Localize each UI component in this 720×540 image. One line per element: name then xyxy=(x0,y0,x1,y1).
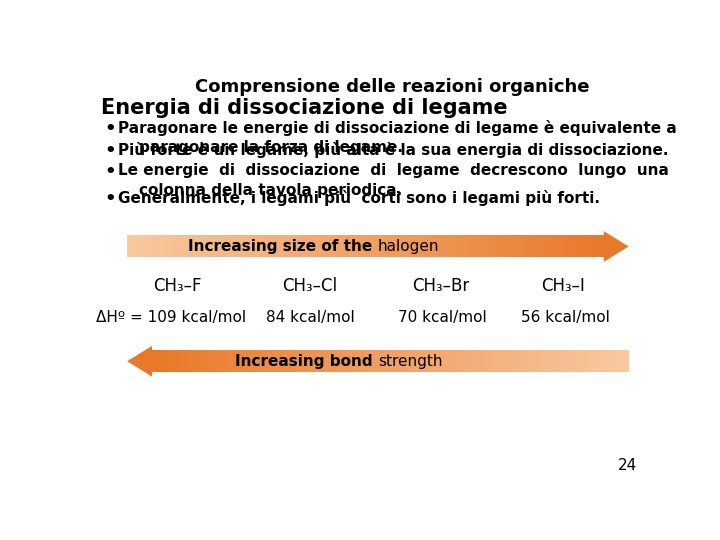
Text: CH₃–Br: CH₃–Br xyxy=(413,276,469,294)
Text: strength: strength xyxy=(378,354,442,369)
Text: •: • xyxy=(104,164,116,181)
Text: •: • xyxy=(104,142,116,160)
Text: CH₃–I: CH₃–I xyxy=(541,276,585,294)
Text: Increasing size of the: Increasing size of the xyxy=(189,239,378,254)
Text: CH₃–F: CH₃–F xyxy=(153,276,202,294)
Text: Paragonare le energie di dissociazione di legame è equivalente a
    paragonare : Paragonare le energie di dissociazione d… xyxy=(118,120,677,156)
Text: Energia di dissociazione di legame: Energia di dissociazione di legame xyxy=(101,98,508,118)
Text: halogen: halogen xyxy=(378,239,439,254)
Text: Comprensione delle reazioni organiche: Comprensione delle reazioni organiche xyxy=(195,78,590,96)
Text: 84 kcal/mol: 84 kcal/mol xyxy=(266,309,355,325)
Text: ΔHº = 109 kcal/mol: ΔHº = 109 kcal/mol xyxy=(96,309,246,325)
Text: •: • xyxy=(104,120,116,138)
Text: Increasing bond: Increasing bond xyxy=(235,354,378,369)
Text: CH₃–Cl: CH₃–Cl xyxy=(282,276,337,294)
Text: Più forte è un legame, più alta è la sua energia di dissociazione.: Più forte è un legame, più alta è la sua… xyxy=(118,142,668,158)
Polygon shape xyxy=(127,346,152,377)
Text: •: • xyxy=(104,190,116,207)
Polygon shape xyxy=(604,231,629,262)
Text: 70 kcal/mol: 70 kcal/mol xyxy=(398,309,487,325)
Text: Le energie  di  dissociazione  di  legame  decrescono  lungo  una
    colonna de: Le energie di dissociazione di legame de… xyxy=(118,164,669,198)
Text: 56 kcal/mol: 56 kcal/mol xyxy=(521,309,610,325)
Text: 24: 24 xyxy=(618,458,637,473)
Text: Generalmente, i legami più  corti sono i legami più forti.: Generalmente, i legami più corti sono i … xyxy=(118,190,600,206)
